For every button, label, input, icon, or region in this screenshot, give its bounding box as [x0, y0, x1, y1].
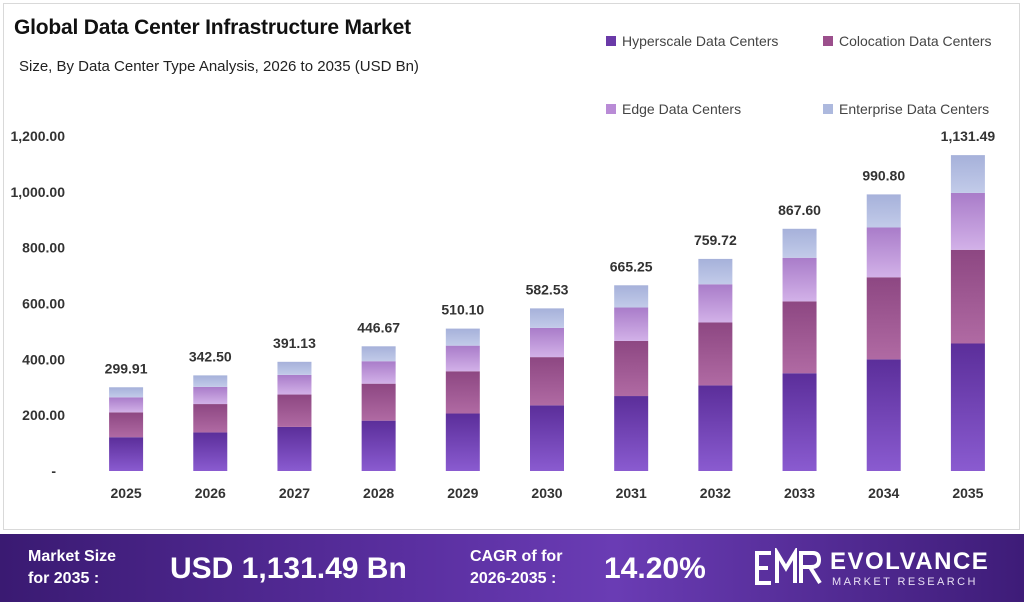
- legend-swatch: [606, 104, 616, 114]
- x-axis: 2025 2026 2027 2028 2029 2030 2031 2032 2033 2034…: [111, 485, 984, 501]
- bar-segment-edge-data-centers: [866, 227, 901, 278]
- bar-segment-enterprise-data-centers: [193, 375, 228, 387]
- x-tick-label: 2025: [111, 485, 142, 501]
- bar-segment-edge-data-centers: [782, 257, 817, 302]
- total-value-label: 391.13: [273, 335, 316, 351]
- bar-segment-enterprise-data-centers: [866, 194, 901, 228]
- bar-segment-colocation-data-centers: [950, 249, 985, 344]
- x-tick-label: 2035: [952, 485, 983, 501]
- summary-footer: Market Size for 2035 : USD 1,131.49 Bn C…: [0, 534, 1024, 602]
- x-tick-label: 2026: [195, 485, 226, 501]
- y-tick-label: 200.00: [22, 407, 65, 423]
- total-value-label: 665.25: [610, 258, 653, 274]
- x-tick-label: 2033: [784, 485, 815, 501]
- x-tick-label: 2030: [531, 485, 562, 501]
- bar-segment-edge-data-centers: [361, 361, 396, 384]
- total-value-label: 446.67: [357, 319, 400, 335]
- chart-title: Global Data Center Infrastructure Market: [14, 16, 411, 39]
- x-tick-label: 2031: [616, 485, 647, 501]
- bar-segment-hyperscale-data-centers: [193, 432, 228, 471]
- bar-segment-enterprise-data-centers: [614, 285, 649, 308]
- total-value-label: 867.60: [778, 202, 821, 218]
- total-value-label: 510.10: [441, 302, 484, 318]
- bar-segment-colocation-data-centers: [361, 383, 396, 421]
- legend-swatch: [823, 36, 833, 46]
- bar-segment-colocation-data-centers: [866, 277, 901, 360]
- legend-label: Colocation Data Centers: [839, 33, 992, 49]
- bar-segment-enterprise-data-centers: [950, 155, 985, 193]
- bar-segment-colocation-data-centers: [277, 394, 312, 427]
- y-tick-label: 800.00: [22, 240, 65, 256]
- total-value-label: 759.72: [694, 232, 737, 248]
- bar-segment-hyperscale-data-centers: [530, 405, 564, 471]
- bar-segment-enterprise-data-centers: [277, 361, 312, 375]
- bar-segment-edge-data-centers: [445, 345, 480, 372]
- bar-segment-edge-data-centers: [698, 284, 733, 323]
- legend-label: Hyperscale Data Centers: [622, 33, 778, 49]
- bar-segment-hyperscale-data-centers: [445, 413, 480, 471]
- bar-segment-hyperscale-data-centers: [614, 396, 649, 471]
- bar-segment-hyperscale-data-centers: [782, 373, 817, 471]
- legend-swatch: [606, 36, 616, 46]
- emr-logo-icon: [755, 548, 822, 585]
- chart-legend: Hyperscale Data Centers Colocation Data C…: [606, 33, 992, 117]
- stacked-bar-chart: Hyperscale Data Centers Colocation Data C…: [11, 33, 996, 501]
- y-axis: - 200.00 400.00 600.00 800.00 1,000.00 1,200.0…: [11, 128, 66, 479]
- bar-segment-enterprise-data-centers: [361, 346, 396, 362]
- bar-segment-hyperscale-data-centers: [361, 420, 396, 471]
- bar-segment-colocation-data-centers: [698, 322, 733, 386]
- x-tick-label: 2028: [363, 485, 394, 501]
- y-tick-label: 600.00: [22, 296, 65, 312]
- total-value-label: 1,131.49: [941, 128, 996, 144]
- bar-segment-colocation-data-centers: [530, 357, 564, 406]
- total-value-label: 990.80: [862, 167, 905, 183]
- y-tick-label: 1,200.00: [11, 128, 66, 144]
- x-tick-label: 2027: [279, 485, 310, 501]
- bar-segment-hyperscale-data-centers: [866, 359, 901, 471]
- x-tick-label: 2032: [700, 485, 731, 501]
- bar-segment-enterprise-data-centers: [530, 308, 564, 328]
- brand-name: EVOLVANCE: [830, 548, 990, 575]
- bar-segment-colocation-data-centers: [193, 404, 228, 433]
- bar-segment-edge-data-centers: [530, 327, 564, 358]
- bar-segment-edge-data-centers: [277, 374, 312, 395]
- y-tick-label: -: [51, 463, 56, 479]
- market-size-value: USD 1,131.49 Bn: [170, 552, 407, 585]
- bar-segment-edge-data-centers: [193, 386, 228, 405]
- y-tick-label: 400.00: [22, 351, 65, 367]
- total-labels: 299.91 342.50 391.13 446.67 510.10 582.53 665.…: [105, 128, 996, 376]
- chart-frame: [3, 3, 1020, 530]
- legend-swatch: [823, 104, 833, 114]
- bar-segment-colocation-data-centers: [445, 371, 480, 414]
- bar-segment-enterprise-data-centers: [445, 328, 480, 346]
- total-value-label: 342.50: [189, 348, 232, 364]
- y-tick-label: 1,000.00: [11, 184, 66, 200]
- bar-segment-colocation-data-centers: [614, 340, 649, 397]
- x-tick-label: 2034: [868, 485, 899, 501]
- bar-segment-edge-data-centers: [950, 192, 985, 250]
- bar-segment-edge-data-centers: [614, 307, 649, 341]
- bars-group: [109, 155, 985, 471]
- bar-segment-edge-data-centers: [109, 397, 144, 413]
- bar-segment-hyperscale-data-centers: [277, 426, 312, 471]
- bar-segment-hyperscale-data-centers: [109, 437, 144, 471]
- brand-tagline: MARKET RESEARCH: [832, 576, 978, 588]
- bar-segment-enterprise-data-centers: [109, 387, 144, 398]
- total-value-label: 582.53: [526, 281, 569, 297]
- bar-segment-hyperscale-data-centers: [950, 343, 985, 471]
- legend-label: Enterprise Data Centers: [839, 101, 989, 117]
- total-value-label: 299.91: [105, 360, 148, 376]
- bar-segment-hyperscale-data-centers: [698, 385, 733, 471]
- bar-segment-enterprise-data-centers: [698, 258, 733, 285]
- x-tick-label: 2029: [447, 485, 478, 501]
- market-size-label: Market Size for 2035 :: [28, 548, 117, 587]
- cagr-value: 14.20%: [604, 552, 706, 585]
- bar-segment-enterprise-data-centers: [782, 228, 817, 258]
- legend-label: Edge Data Centers: [622, 101, 741, 117]
- chart-subtitle: Size, By Data Center Type Analysis, 2026…: [19, 58, 419, 75]
- bar-segment-colocation-data-centers: [109, 412, 144, 438]
- cagr-label: CAGR of for 2026-2035 :: [470, 548, 563, 587]
- bar-segment-colocation-data-centers: [782, 301, 817, 374]
